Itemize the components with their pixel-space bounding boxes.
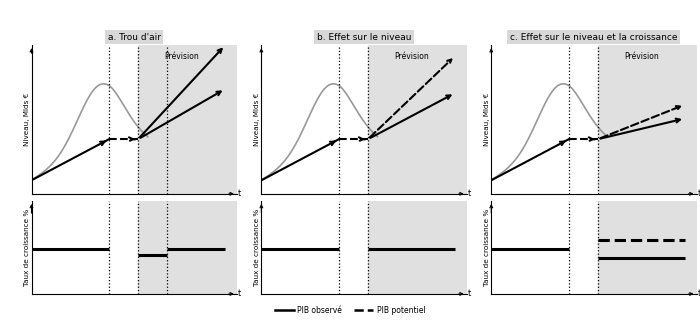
Bar [138,45,237,194]
Bar [138,201,237,294]
Y-axis label: Taux de croissance %: Taux de croissance % [484,209,490,286]
Bar [598,45,696,194]
Text: t: t [238,289,242,298]
Y-axis label: Niveau, Mlds €: Niveau, Mlds € [24,93,30,146]
Text: t: t [698,189,700,198]
Text: t: t [698,289,700,298]
Legend: PIB observé, PIB potentiel: PIB observé, PIB potentiel [272,302,428,318]
Text: t: t [468,289,471,298]
Title: a. Trou d'air: a. Trou d'air [108,33,160,42]
Text: Prévision: Prévision [394,52,429,61]
Bar [368,201,467,294]
Y-axis label: Taux de croissance %: Taux de croissance % [254,209,260,286]
Title: b. Effet sur le niveau: b. Effet sur le niveau [316,33,412,42]
Text: t: t [468,189,471,198]
Text: Prévision: Prévision [164,52,199,61]
Bar [598,201,696,294]
Y-axis label: Taux de croissance %: Taux de croissance % [24,209,30,286]
Text: t: t [238,189,242,198]
Y-axis label: Niveau, Mlds €: Niveau, Mlds € [484,93,490,146]
Text: Prévision: Prévision [624,52,659,61]
Title: c. Effet sur le niveau et la croissance: c. Effet sur le niveau et la croissance [510,33,678,42]
Bar [368,45,467,194]
Y-axis label: Niveau, Mlds €: Niveau, Mlds € [254,93,260,146]
